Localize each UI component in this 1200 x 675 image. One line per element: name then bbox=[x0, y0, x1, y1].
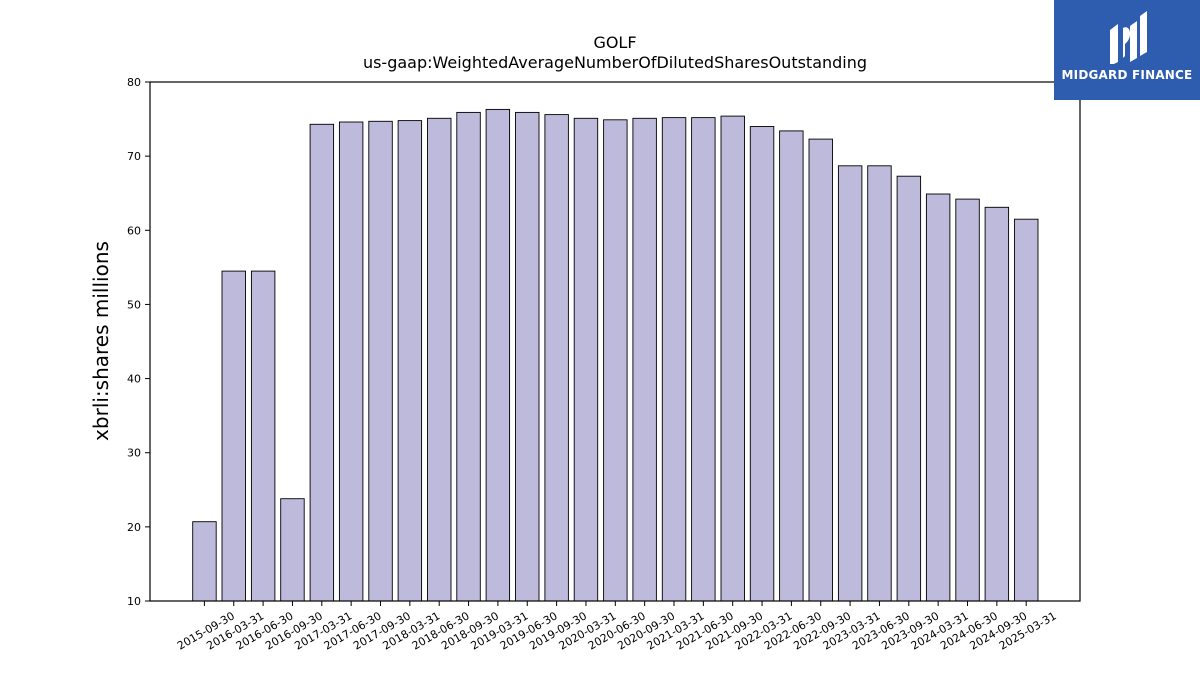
bar bbox=[309, 123, 335, 602]
bar bbox=[720, 115, 745, 602]
y-tick-label: 70 bbox=[127, 150, 141, 163]
bar bbox=[925, 193, 951, 602]
bar bbox=[397, 120, 423, 602]
bar bbox=[515, 111, 540, 602]
bar bbox=[779, 130, 804, 602]
bar bbox=[691, 117, 716, 602]
x-axis-ticks: 2015-09-302016-03-312016-06-302016-09-30… bbox=[175, 601, 1059, 653]
bar bbox=[456, 111, 481, 602]
chart-title: GOLF bbox=[593, 33, 636, 52]
bar bbox=[485, 108, 511, 602]
bar bbox=[192, 521, 217, 602]
y-axis-label: xbrli:shares millions bbox=[89, 241, 113, 441]
bar bbox=[427, 117, 452, 602]
bar bbox=[955, 198, 980, 602]
bar bbox=[544, 114, 569, 602]
bar bbox=[837, 165, 863, 602]
bar bbox=[896, 175, 922, 602]
bar bbox=[280, 498, 305, 602]
plot-frame bbox=[149, 81, 1081, 602]
y-tick-label: 60 bbox=[127, 224, 141, 237]
bar bbox=[984, 206, 1010, 602]
bar bbox=[808, 138, 833, 602]
y-tick-label: 30 bbox=[127, 447, 141, 460]
bar bbox=[338, 121, 364, 602]
bar bbox=[603, 119, 628, 602]
bar bbox=[1014, 218, 1039, 602]
chart-subtitle: us-gaap:WeightedAverageNumberOfDilutedSh… bbox=[363, 53, 867, 72]
y-axis-ticks: 10 20 30 40 50 60 70 80 bbox=[127, 76, 150, 608]
brand-logo-text: MIDGARD FINANCE bbox=[1061, 68, 1193, 82]
bar bbox=[749, 126, 775, 602]
y-tick-label: 50 bbox=[127, 298, 141, 311]
brand-logo: MIDGARD FINANCE bbox=[1054, 0, 1200, 100]
y-tick-label: 20 bbox=[127, 521, 141, 534]
bar bbox=[661, 117, 687, 602]
bar bbox=[250, 270, 276, 602]
y-tick-label: 40 bbox=[127, 373, 141, 386]
bar bbox=[867, 165, 892, 602]
bar bbox=[573, 117, 599, 602]
bar bbox=[368, 120, 393, 602]
y-tick-label: 80 bbox=[127, 76, 141, 89]
brand-logo-mark-icon bbox=[1110, 11, 1147, 64]
bars-group bbox=[192, 108, 1039, 602]
y-tick-label: 10 bbox=[127, 595, 141, 608]
bar bbox=[632, 117, 657, 602]
bar bbox=[221, 270, 246, 602]
